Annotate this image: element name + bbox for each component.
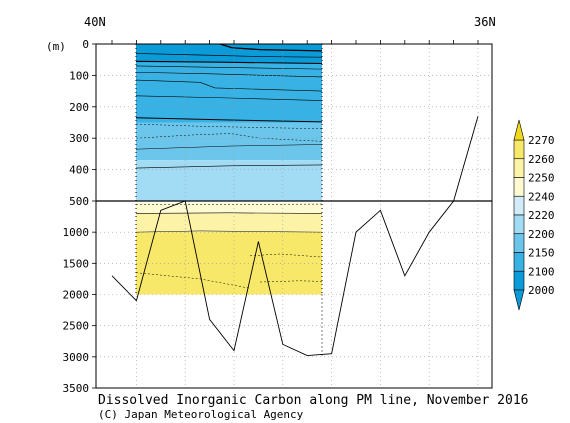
- contour-line: [219, 44, 323, 52]
- y-tick-label: 1000: [63, 226, 90, 239]
- contour-line: [135, 79, 323, 92]
- contour-line: [135, 133, 323, 142]
- y-tick-label: 2000: [63, 289, 90, 302]
- colorbar: 2270 2260 2250 2240 2220 2200 2150 2100 2000: [513, 119, 555, 311]
- y-tick-label: 0: [82, 38, 89, 51]
- colorbar-label: 2250: [528, 172, 555, 185]
- colorbar-label: 2260: [528, 153, 555, 166]
- colorbar-segment: [513, 195, 525, 216]
- contour-line: [135, 164, 323, 169]
- contour-line: [135, 144, 323, 150]
- contour-line: [135, 123, 323, 130]
- lat-label-right: 36N: [474, 15, 496, 29]
- y-tick-label: 200: [69, 101, 89, 114]
- top-ticks: [111, 40, 479, 44]
- contour-line: [135, 272, 251, 289]
- colorbar-extend-min: [513, 289, 525, 311]
- band-2100: [136, 62, 322, 123]
- colorbar-label: 2200: [528, 228, 555, 241]
- contour-line: [259, 280, 323, 283]
- band-2150: [136, 122, 322, 161]
- colorbar-label: 2240: [528, 190, 555, 203]
- band-2000: [136, 44, 322, 63]
- contour-line: [135, 95, 323, 101]
- plot-frame: [95, 43, 493, 389]
- y-tick-label: 3500: [63, 382, 90, 395]
- contour-line: [135, 65, 323, 70]
- colorbar-segment: [513, 270, 525, 291]
- contour-line: [135, 71, 323, 78]
- contour-line: [135, 60, 323, 65]
- colorbar-segment: [513, 158, 525, 178]
- colorbar-segment: [513, 252, 525, 272]
- colorbar-segment: [513, 177, 525, 197]
- band-2250: [136, 213, 322, 233]
- colorbar-segment: [513, 139, 525, 160]
- y-axis-label: (m): [46, 40, 66, 53]
- contour-line: [135, 230, 323, 233]
- contour-line: [135, 212, 323, 214]
- credit-text: (C) Japan Meteorological Agency: [98, 408, 304, 421]
- y-tick-label: 300: [69, 132, 89, 145]
- colorbar-label: 2270: [528, 134, 555, 147]
- lat-label-left: 40N: [84, 15, 106, 29]
- contour-line: [135, 117, 323, 123]
- colorbar-label: 2150: [528, 247, 555, 260]
- y-tick-label: 400: [69, 164, 89, 177]
- lower-section: [135, 202, 323, 295]
- bottom-topography-line: [111, 116, 479, 357]
- colorbar-extend-max: [513, 119, 525, 141]
- colorbar-label: 2220: [528, 209, 555, 222]
- band-2200: [136, 160, 322, 201]
- y-tick-label: 3000: [63, 351, 90, 364]
- y-tick-label: 100: [69, 69, 89, 82]
- upper-section: [135, 44, 323, 201]
- chart-title: Dissolved Inorganic Carbon along PM line…: [98, 393, 528, 408]
- colorbar-segment: [513, 233, 525, 253]
- station-lines: [135, 44, 323, 357]
- y-ticks: 0 100 200 300 400 500 1000 1500 2000 2500 3000 3500: [63, 38, 96, 395]
- y-tick-label: 500: [69, 195, 89, 208]
- band-2240: [136, 202, 322, 214]
- colorbar-label: 2000: [528, 284, 555, 297]
- colorbar-segment: [513, 214, 525, 235]
- contour-line: [135, 53, 323, 58]
- y-tick-label: 2500: [63, 320, 90, 333]
- colorbar-label: 2100: [528, 265, 555, 278]
- y-tick-label: 1500: [63, 257, 90, 270]
